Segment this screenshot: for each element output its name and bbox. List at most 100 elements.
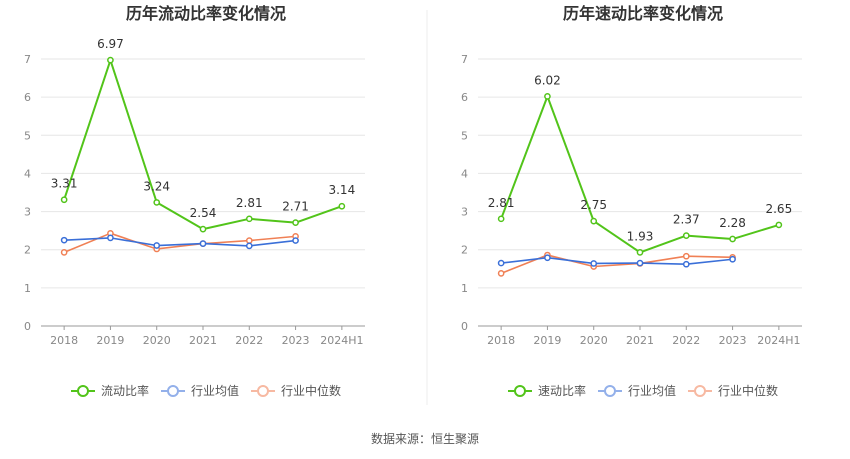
data-label: 3.31 [51,177,78,191]
y-tick-label: 2 [24,244,31,257]
y-tick-label: 5 [461,129,468,142]
data-point[interactable] [682,232,690,239]
x-tick-label: 2022 [235,334,263,347]
data-point[interactable] [682,260,690,268]
data-point[interactable] [682,252,690,260]
legend-item[interactable]: 流动比率 [71,383,149,398]
data-point[interactable] [292,237,299,244]
legend-marker [604,385,616,397]
data-point[interactable] [245,242,253,250]
data-point[interactable] [60,196,68,204]
y-tick-label: 3 [461,206,468,219]
series-line [63,232,296,254]
x-tick-label: 2018 [487,334,515,347]
data-point[interactable] [292,219,299,226]
data-point[interactable] [590,260,598,267]
data-point[interactable] [497,270,505,277]
x-tick-label: 2019 [533,334,561,347]
x-tick-label: 2023 [282,334,310,347]
y-tick-label: 2 [461,244,468,257]
y-tick-label: 0 [24,320,31,333]
series-line [64,237,296,247]
data-point[interactable] [544,254,551,262]
legend-marker [694,385,706,397]
y-tick-label: 6 [461,91,468,104]
data-label: 2.75 [580,198,607,212]
data-point[interactable] [199,225,207,233]
y-tick-label: 1 [24,282,31,295]
x-tick-label: 2019 [96,334,124,347]
x-tick-label: 2020 [143,334,171,347]
data-label: 1.93 [627,229,654,243]
data-point[interactable] [544,93,551,100]
legend-marker [514,385,526,397]
data-point[interactable] [497,215,505,223]
data-point[interactable] [107,56,114,64]
data-label: 2.81 [236,196,263,210]
legend-item[interactable]: 行业均值 [598,383,676,398]
data-label: 2.28 [719,216,746,230]
legend-label: 流动比率 [101,383,149,398]
legend-label: 行业中位数 [718,383,778,398]
y-tick-label: 3 [24,206,31,219]
data-point[interactable] [245,237,253,244]
y-tick-label: 4 [24,167,31,180]
x-tick-label: 2018 [50,334,78,347]
data-point[interactable] [153,242,161,249]
legend-item[interactable]: 速动比率 [508,383,586,398]
legend-item[interactable]: 行业中位数 [251,383,341,398]
legend-item[interactable]: 行业中位数 [688,383,778,398]
data-label: 6.02 [534,73,561,87]
data-point[interactable] [729,255,736,263]
x-tick-label: 2020 [580,334,608,347]
data-label: 2.65 [765,202,792,216]
data-point[interactable] [636,249,644,256]
chart-title: 历年流动比率变化情况 [126,4,286,23]
chart-panel-2: 历年速动比率变化情况 0 1 2 3 4 5 6 7 2018 2019 2020 2021 2022 20… [461,4,802,398]
legend-marker [257,385,269,397]
data-label: 2.54 [190,206,217,220]
data-point[interactable] [60,249,68,256]
data-point[interactable] [245,215,253,223]
y-tick-label: 6 [24,91,31,104]
data-label: 2.81 [488,196,515,210]
y-tick-label: 5 [24,129,31,142]
data-point[interactable] [729,235,736,243]
data-point[interactable] [497,259,505,267]
data-label: 2.37 [673,213,700,227]
data-point[interactable] [590,217,598,225]
legend-label: 行业中位数 [281,383,341,398]
legend-marker [77,385,89,397]
y-tick-label: 0 [461,320,468,333]
x-tick-label: 2021 [626,334,654,347]
data-label: 3.24 [143,179,170,193]
data-point[interactable] [60,236,68,244]
series-line [501,256,733,266]
data-point[interactable] [153,199,161,206]
data-point[interactable] [107,234,114,242]
chart-panel-1: 历年流动比率变化情况 0 1 2 3 4 5 6 7 2018 2019 2020 2021 2022 20… [24,4,365,398]
x-tick-label: 2023 [719,334,747,347]
data-point[interactable] [636,259,644,267]
legend-label: 行业均值 [191,383,239,398]
data-point[interactable] [775,221,783,229]
x-tick-label: 2024H1 [757,334,800,347]
data-source-label: 数据来源：恒生聚源 [371,431,479,446]
data-label: 3.14 [328,183,355,197]
legend-label: 速动比率 [538,383,586,398]
data-point[interactable] [338,202,346,210]
legend-item[interactable]: 行业均值 [161,383,239,398]
data-point[interactable] [199,240,207,247]
series-line [500,254,733,275]
legend-label: 行业均值 [628,383,676,398]
y-tick-label: 7 [461,53,468,66]
y-tick-label: 1 [461,282,468,295]
x-tick-label: 2024H1 [320,334,363,347]
y-tick-label: 7 [24,53,31,66]
x-tick-label: 2022 [672,334,700,347]
y-tick-label: 4 [461,167,468,180]
legend-marker [167,385,179,397]
data-label: 2.71 [282,200,309,214]
data-label: 6.97 [97,37,124,51]
